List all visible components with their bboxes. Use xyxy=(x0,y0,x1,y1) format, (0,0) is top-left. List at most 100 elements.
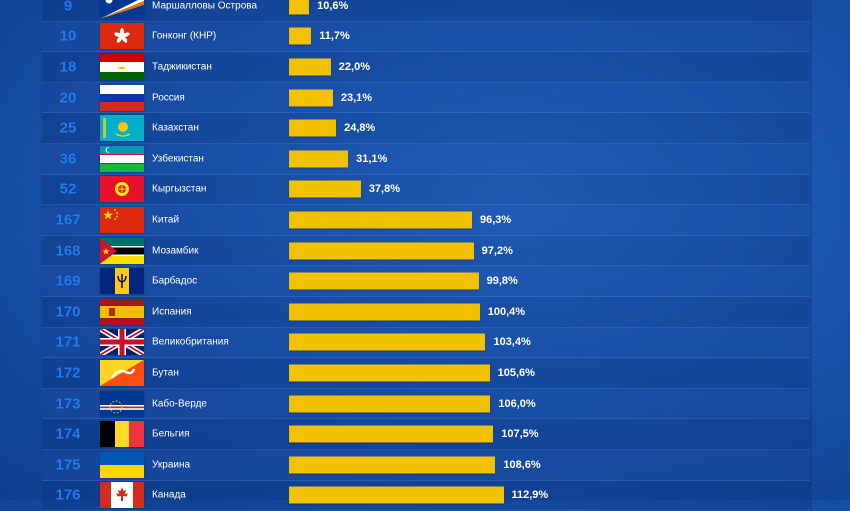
table-row: 171 Великобритания 103,4% xyxy=(42,327,810,359)
rank-label: 174 xyxy=(55,425,81,443)
value-label: 11,7% xyxy=(319,30,350,43)
bar xyxy=(289,58,331,76)
country-label: Китай xyxy=(152,214,180,226)
country-label: Россия xyxy=(152,92,185,104)
table-row: 173 Кабо-Верде 106,0% xyxy=(42,388,810,420)
mozambique-flag-icon xyxy=(100,237,144,264)
value-label: 108,6% xyxy=(503,458,541,471)
country-label: Бутан xyxy=(152,367,179,379)
bar xyxy=(289,89,333,107)
rank-label: 167 xyxy=(55,211,81,229)
rank-label: 170 xyxy=(55,303,81,321)
country-label: Барбадос xyxy=(152,275,198,287)
country-label: Таджикистан xyxy=(152,61,212,73)
bar xyxy=(289,150,349,168)
table-row: 36 Узбекистан 31,1% xyxy=(42,144,810,175)
table-row: 9 Маршалловы Острова 10,6% xyxy=(42,0,810,22)
bar xyxy=(289,486,504,504)
value-label: 106,0% xyxy=(498,397,536,410)
country-label: Кабо-Верде xyxy=(152,398,207,410)
country-label: Казахстан xyxy=(152,122,199,134)
rank-label: 171 xyxy=(55,333,81,351)
value-label: 24,8% xyxy=(344,122,376,135)
value-label: 97,2% xyxy=(481,244,513,257)
rank-label: 10 xyxy=(59,27,77,45)
barbados-flag-icon xyxy=(100,268,144,295)
country-label: Испания xyxy=(152,306,192,318)
country-label: Мозамбик xyxy=(152,245,199,257)
country-label: Бельгия xyxy=(152,428,190,440)
tajikistan-flag-icon xyxy=(100,53,144,80)
table-row: 168 Мозамбик 97,2% xyxy=(42,236,810,267)
bar xyxy=(289,27,312,45)
country-label: Гонконг (КНР) xyxy=(152,30,217,42)
rank-label: 52 xyxy=(59,180,77,198)
country-label: Кыргызстан xyxy=(152,183,207,195)
table-row: 172 Бутан 105,6% xyxy=(42,358,810,389)
belgium-flag-icon xyxy=(100,421,144,448)
bar xyxy=(289,456,496,474)
bhutan-flag-icon xyxy=(100,359,144,386)
rank-label: 175 xyxy=(55,456,81,474)
rank-label: 169 xyxy=(55,272,81,290)
rank-label: 36 xyxy=(59,150,77,168)
china-flag-icon xyxy=(100,206,144,233)
bar xyxy=(289,0,310,15)
value-label: 23,1% xyxy=(340,91,373,104)
value-label: 31,1% xyxy=(356,152,388,165)
bar xyxy=(289,211,472,229)
country-label: Канада xyxy=(152,489,186,501)
value-label: 22,0% xyxy=(338,60,370,73)
hong-kong-flag-icon xyxy=(100,23,144,50)
rank-label: 172 xyxy=(55,364,81,382)
value-label: 100,4% xyxy=(487,305,526,318)
table-row: 169 Барбадос 99,8% xyxy=(42,266,810,297)
canada-flag-icon xyxy=(100,482,144,509)
table-row: 20 Россия 23,1% xyxy=(42,82,810,114)
bar xyxy=(289,242,474,260)
bar xyxy=(289,272,479,290)
bar xyxy=(289,119,337,137)
russia-flag-icon xyxy=(100,84,144,111)
rank-label: 9 xyxy=(63,0,73,15)
kazakhstan-flag-icon xyxy=(100,115,144,142)
value-label: 112,9% xyxy=(511,489,549,502)
value-label: 103,4% xyxy=(493,336,531,349)
united-kingdom-flag-icon xyxy=(100,329,144,356)
country-label: Украина xyxy=(152,459,191,471)
uzbekistan-flag-icon xyxy=(100,145,144,172)
rank-label: 25 xyxy=(59,119,77,137)
table-row: 174 Бельгия 107,5% xyxy=(42,419,810,450)
bar xyxy=(289,364,490,382)
value-label: 107,5% xyxy=(501,428,539,441)
bar xyxy=(289,303,480,321)
value-label: 96,3% xyxy=(479,213,512,226)
table-row: 25 Казахстан 24,8% xyxy=(42,113,810,144)
table-row: 10 Гонконг (КНР) 11,7% xyxy=(42,21,810,53)
rank-label: 20 xyxy=(59,89,77,107)
bar xyxy=(289,180,361,198)
value-label: 10,6% xyxy=(317,0,349,12)
value-label: 99,8% xyxy=(486,275,518,288)
value-label: 37,8% xyxy=(368,183,401,196)
rank-label: 173 xyxy=(55,395,81,413)
table-row: 175 Украина 108,6% xyxy=(42,450,810,481)
rank-label: 168 xyxy=(55,242,81,260)
ukraine-flag-icon xyxy=(100,451,144,478)
kyrgyzstan-flag-icon xyxy=(100,176,144,203)
marshall-islands-flag-icon xyxy=(100,0,144,19)
table-row: 167 Китай 96,3% xyxy=(42,205,810,236)
table-row: 18 Таджикистан 22,0% xyxy=(42,52,810,83)
country-label: Узбекистан xyxy=(152,153,204,165)
bar xyxy=(289,425,494,443)
country-label: Великобритания xyxy=(152,336,229,348)
country-label: Маршалловы Острова xyxy=(152,0,258,12)
rank-label: 176 xyxy=(55,486,81,504)
table-row: 52 Кыргызстан 37,8% xyxy=(42,175,810,206)
table-row: 170 Испания 100,4% xyxy=(42,297,810,328)
rank-label: 18 xyxy=(59,58,77,76)
bar xyxy=(289,333,486,351)
table-row: 176 Канада 112,9% xyxy=(42,481,810,511)
cape-verde-flag-icon xyxy=(100,390,144,417)
bar xyxy=(289,395,491,413)
